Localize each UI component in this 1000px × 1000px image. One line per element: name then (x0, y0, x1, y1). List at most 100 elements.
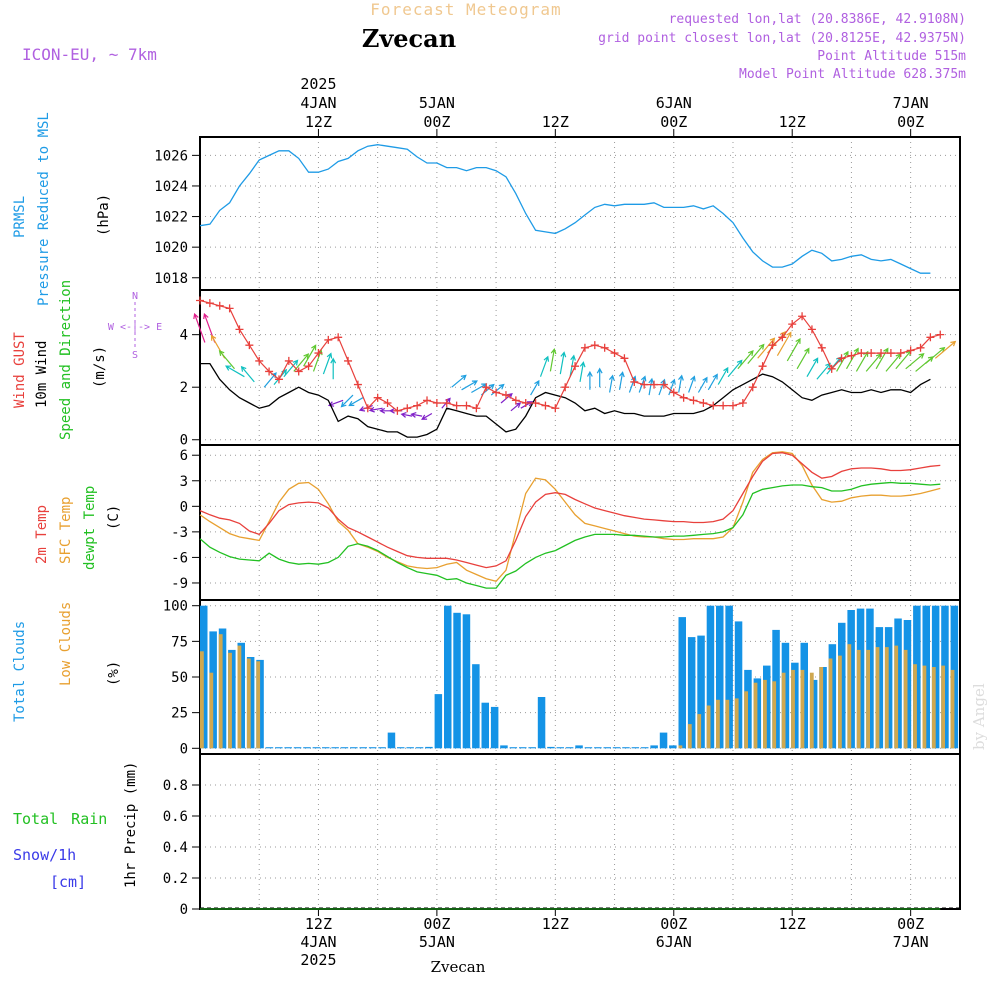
total-cloud-bar (584, 747, 593, 749)
wind-arrow (579, 361, 586, 383)
total-cloud-bar (444, 605, 452, 749)
y-tick-label-pressure: 1020 (154, 240, 188, 256)
wind-arrow (340, 394, 354, 408)
gust-marker (936, 330, 945, 339)
wind-arrow (618, 371, 625, 390)
sfc-temp-line (199, 451, 941, 583)
low-cloud-bar (781, 672, 786, 749)
y-tick-label-temp: 6 (180, 448, 188, 464)
low-cloud-bar (819, 667, 824, 749)
wind-arrow (875, 347, 889, 370)
gust-marker (679, 393, 688, 402)
gust-marker (205, 299, 214, 308)
total-cloud-bar (612, 747, 621, 749)
compass-n: N (132, 291, 138, 302)
total-cloud-bar (641, 747, 649, 749)
y-tick-label-clouds: 25 (171, 706, 188, 722)
low-cloud-bar (772, 681, 777, 749)
gust-marker (571, 362, 580, 371)
wind-arrow (648, 377, 655, 396)
gust-marker (442, 398, 451, 407)
cloud-side-labels: Total Clouds Low Clouds (%) (12, 602, 122, 722)
total-cloud-bar (397, 747, 405, 749)
compass-s: S (132, 350, 138, 361)
pressure-label-2: Pressure Reduced to MSL (36, 112, 52, 306)
wind-arrow (348, 397, 364, 407)
gust-marker (659, 380, 668, 389)
total-cloud-bar (706, 605, 715, 749)
gust-marker (255, 356, 264, 365)
watermark: by Angel (970, 683, 988, 750)
total-cloud-bar (462, 614, 471, 749)
total-cloud-bar (359, 747, 367, 749)
gust-marker (768, 341, 777, 350)
gust-marker (906, 346, 915, 355)
snow-unit: [cm] (50, 873, 86, 891)
gust-marker (896, 349, 905, 358)
temp-unit: (C) (106, 505, 122, 530)
gust-marker (501, 391, 510, 400)
wind-side-labels: Wind GUST 10m Wind Speed and Direction (… (12, 280, 162, 440)
gridpoint-coords: grid point closest lon,lat (20.8125E, 42… (598, 31, 966, 46)
low-cloud-bar (800, 669, 805, 749)
top-time-label: 7JAN (893, 94, 929, 112)
total-cloud-bar (265, 747, 274, 749)
gust-marker (669, 388, 678, 397)
top-time-label: 12Z (305, 113, 332, 131)
wind-dir-label: Speed and Direction (58, 280, 74, 440)
top-time-label: 12Z (542, 113, 569, 131)
bottom-time-label: 12Z (779, 915, 806, 933)
gust-marker (600, 343, 609, 352)
total-cloud-bar (669, 745, 677, 749)
total-cloud-bar (350, 747, 358, 749)
low-cloud-bar (791, 669, 795, 749)
low-cloud-bar (763, 679, 767, 749)
gust-marker (344, 356, 353, 365)
y-tick-label-pressure: 1022 (154, 210, 188, 226)
gust-marker (590, 341, 599, 350)
pressure-side-labels: PRMSL Pressure Reduced to MSL (hPa) (12, 112, 112, 306)
total-cloud-bar (509, 747, 518, 749)
gust-marker (827, 364, 836, 373)
wind-arrow (218, 350, 235, 370)
low-cloud-bar (725, 699, 730, 749)
model-label: ICON-EU, ~ 7km (22, 45, 157, 64)
gust-marker (245, 341, 254, 350)
bottom-time-label: 12Z (305, 915, 332, 933)
total-cloud-bar (312, 747, 321, 749)
gust-marker (452, 401, 461, 410)
y-tick-label-pressure: 1026 (154, 148, 188, 164)
chart-title: Forecast Meteogram (370, 0, 561, 19)
wind-arrow (596, 367, 603, 388)
low-cloud-bar (246, 658, 251, 749)
gust-marker (551, 404, 560, 413)
model-altitude: Model Point Altitude 628.375m (739, 67, 966, 82)
total-cloud-bar (697, 635, 705, 749)
low-clouds-label: Low Clouds (58, 602, 74, 686)
y-tick-label-temp: -9 (171, 576, 188, 592)
total-cloud-bar (678, 617, 686, 749)
low-cloud-bar (218, 634, 223, 749)
bottom-time-label: 6JAN (656, 933, 692, 951)
gust-marker (580, 343, 589, 352)
wind-arrow (400, 412, 413, 418)
requested-coords: requested lon,lat (20.8386E, 42.9108N) (669, 12, 966, 27)
gust-marker (432, 398, 441, 407)
total-cloud-bar (378, 747, 386, 749)
wind-arrow (757, 337, 776, 359)
gust-marker (807, 325, 816, 334)
top-time-label: 00Z (897, 113, 924, 131)
bottom-time-label: 12Z (542, 915, 569, 933)
panel-frame-pressure (199, 136, 961, 291)
wind-gust-label: Wind GUST (12, 332, 28, 408)
total-cloud-bar (322, 747, 330, 749)
y-tick-label-precip: 0.2 (163, 871, 188, 887)
total-cloud-bar (434, 694, 443, 749)
wind-arrow (707, 373, 718, 391)
wind-arrow (327, 399, 344, 407)
total-cloud-bar (716, 605, 724, 749)
wind-arrow (530, 379, 540, 396)
gust-marker (363, 404, 372, 413)
gust-marker (719, 401, 728, 410)
